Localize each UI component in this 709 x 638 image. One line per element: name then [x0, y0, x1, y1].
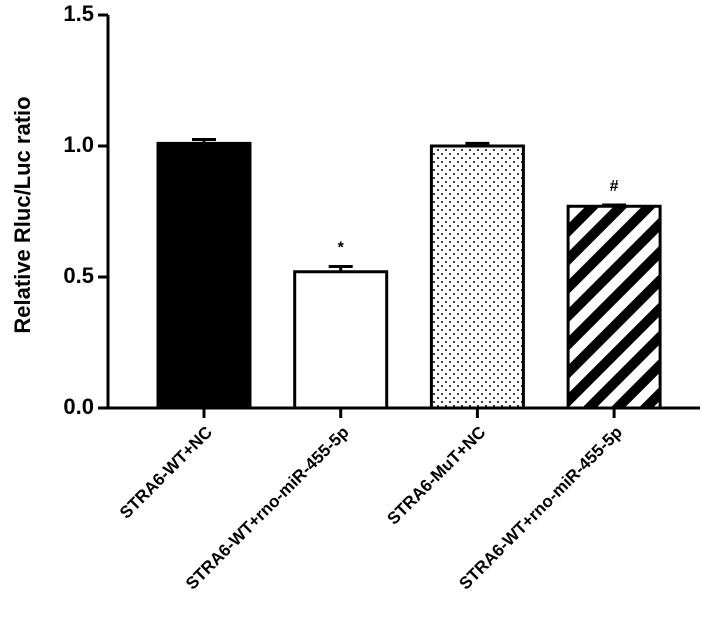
bar: [429, 144, 525, 410]
significance-mark: #: [610, 178, 619, 195]
x-tick-label: STRA6-WT+rno-miR-455-5p: [455, 423, 626, 594]
x-tick-label: STRA6-MuT+NC: [383, 423, 489, 529]
bar: [293, 270, 389, 410]
x-tick-label: STRA6-WT+NC: [116, 423, 216, 523]
x-tick-label: STRA6-WT+rno-miR-455-5p: [182, 423, 353, 594]
bar: [156, 141, 252, 410]
y-tick-label: 0.5: [63, 263, 94, 288]
y-tick-label: 1.0: [63, 132, 94, 157]
bar: [566, 204, 662, 410]
y-tick-label: 0.0: [63, 394, 94, 419]
y-tick-label: 1.5: [63, 1, 94, 26]
y-axis-label: Relative Rluc/Luc ratio: [10, 96, 35, 333]
significance-mark: *: [338, 240, 345, 257]
